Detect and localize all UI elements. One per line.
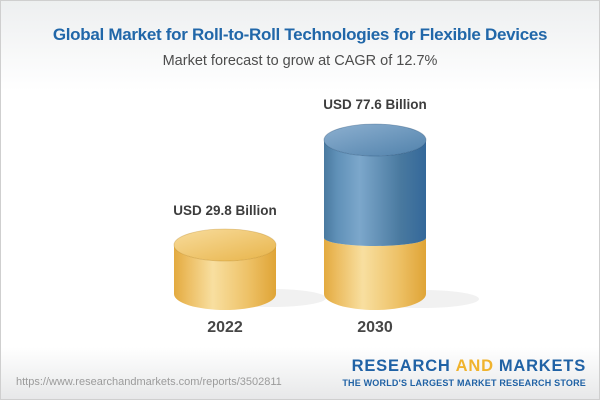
bar-2030-base-segment [324,238,426,310]
header: Global Market for Roll-to-Roll Technolog… [1,1,599,91]
research-and-markets-logo: RESEARCH AND MARKETS THE WORLD'S LARGEST… [342,358,586,389]
logo-word-research: RESEARCH [351,357,451,375]
axis-label-2030: 2030 [357,319,393,336]
value-label-2022: USD 29.8 Billion [173,203,277,218]
logo-word-markets: MARKETS [498,357,586,375]
value-label-2030: USD 77.6 Billion [323,97,427,112]
bar-2030-cylinder [323,123,427,310]
logo-wordmark: RESEARCH AND MARKETS [342,358,586,375]
bar-2022-body [174,245,276,310]
footer: https://www.researchandmarkets.com/repor… [1,347,599,399]
bar-2022-cylinder [173,228,277,310]
report-url: https://www.researchandmarkets.com/repor… [16,376,282,388]
bar-2022-top-cap [173,228,277,262]
axis-label-2022: 2022 [207,319,243,336]
logo-tagline: THE WORLD'S LARGEST MARKET RESEARCH STOR… [342,378,586,388]
logo-word-and: AND [455,357,494,375]
chart-title: Global Market for Roll-to-Roll Technolog… [52,25,548,44]
cylinder-chart-canvas [173,123,479,310]
chart-subtitle: Market forecast to grow at CAGR of 12.7% [162,53,438,69]
bar-2030-top-cap [323,123,427,157]
cylinder-bar-chart: USD 29.8 Billion USD 77.6 Billion 2022 2… [1,91,599,349]
bar-2030-growth-segment [324,140,426,246]
